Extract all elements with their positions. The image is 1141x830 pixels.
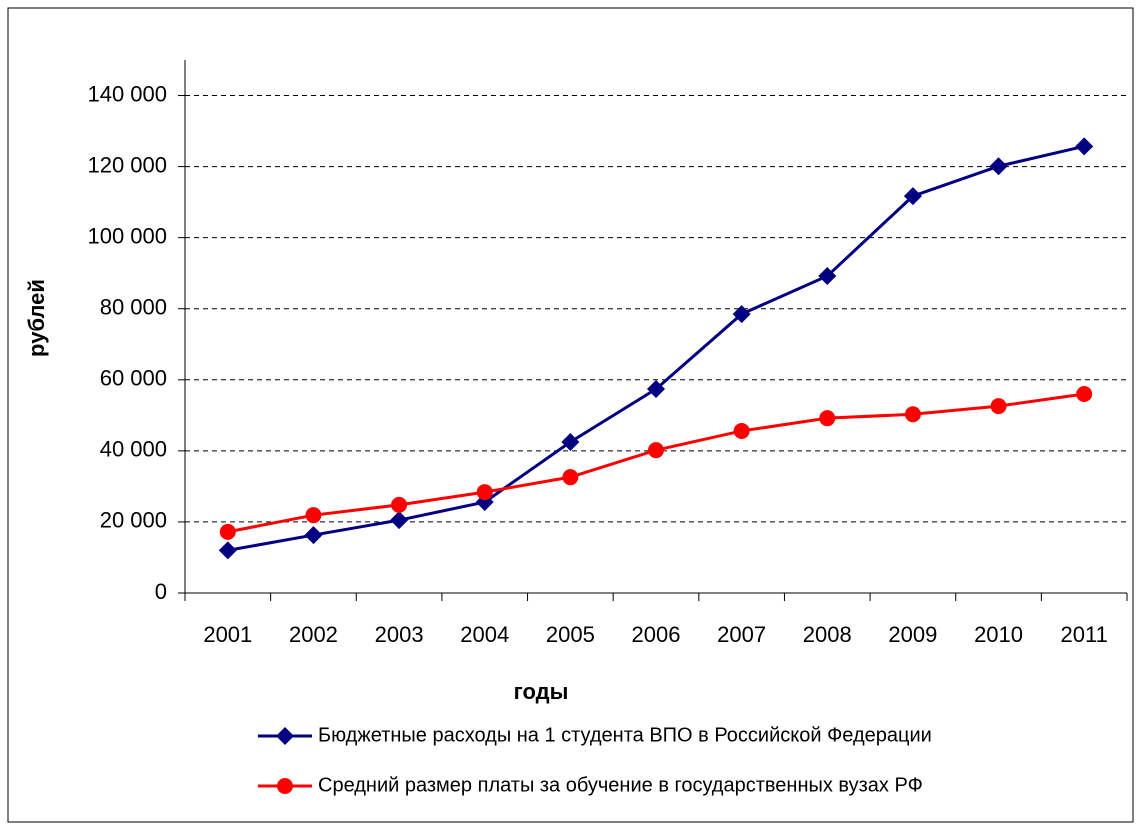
x-axis-label: годы	[514, 679, 569, 704]
point	[647, 380, 665, 399]
y-tick-label: 80 000	[100, 295, 167, 320]
x-tick-label: 2009	[888, 622, 937, 647]
x-tick-label: 2001	[203, 622, 252, 647]
point	[561, 432, 580, 451]
y-tick-label: 20 000	[100, 508, 167, 533]
point	[904, 406, 921, 423]
point	[819, 410, 836, 427]
point	[733, 422, 750, 439]
y-tick-label: 40 000	[100, 437, 167, 462]
point	[648, 442, 664, 459]
y-tick-label: 120 000	[87, 152, 167, 177]
legend-marker	[276, 727, 294, 745]
chart-frame	[7, 7, 1134, 823]
point	[305, 507, 322, 524]
y-tick-label: 60 000	[100, 366, 167, 391]
point	[390, 511, 409, 530]
x-tick-label: 2003	[375, 622, 424, 647]
legend-marker	[277, 778, 293, 794]
point	[1075, 137, 1094, 156]
x-tick-label: 2004	[460, 622, 509, 647]
y-axis-label: рублей	[24, 279, 49, 357]
point	[732, 305, 751, 324]
point	[1076, 386, 1093, 403]
legend-label: Средний размер платы за обучение в госуд…	[318, 774, 923, 796]
x-tick-label: 2008	[803, 622, 852, 647]
point	[304, 526, 323, 545]
point	[989, 157, 1008, 176]
y-tick-label: 100 000	[87, 223, 167, 248]
y-tick-label: 140 000	[87, 81, 167, 106]
x-tick-label: 2005	[546, 622, 595, 647]
x-tick-label: 2007	[717, 622, 766, 647]
x-tick-label: 2011	[1061, 622, 1108, 647]
x-tick-label: 2010	[974, 622, 1023, 647]
legend-label: Бюджетные расходы на 1 студента ВПО в Ро…	[318, 724, 932, 746]
point	[476, 484, 493, 501]
point	[562, 469, 579, 486]
point	[818, 267, 837, 286]
point	[219, 523, 236, 540]
point	[218, 541, 237, 560]
y-tick-label: 0	[155, 579, 167, 604]
x-tick-label: 2006	[632, 622, 681, 647]
point	[903, 187, 922, 206]
point	[391, 496, 408, 513]
point	[990, 398, 1007, 415]
x-tick-label: 2002	[289, 622, 338, 647]
